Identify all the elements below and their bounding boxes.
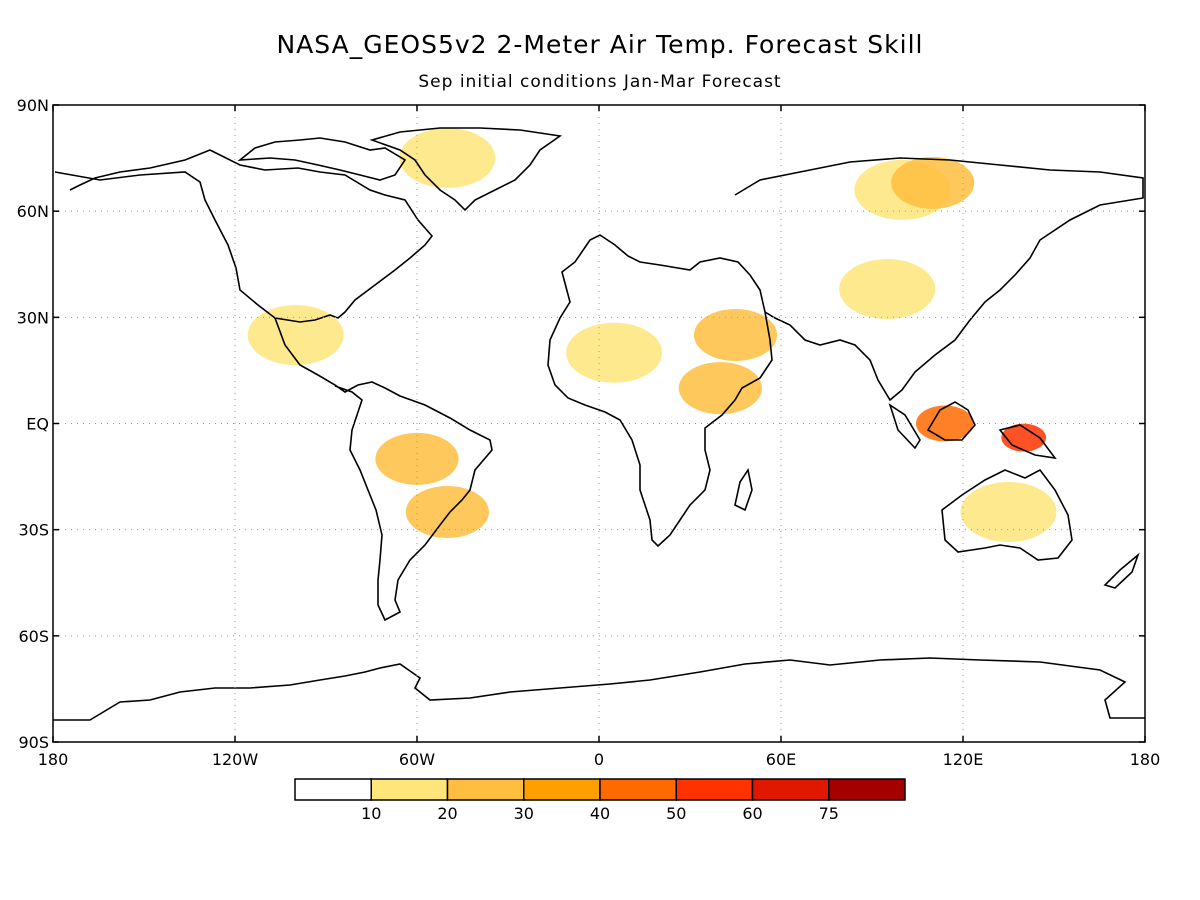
lat-tick-label: EQ [26,415,49,434]
map-title: NASA_GEOS5v2 2-Meter Air Temp. Forecast … [276,30,923,59]
lat-tick-label: 60N [17,202,49,221]
latitude-axis: 90N 60N 30N EQ 30S 60S 90S [17,96,1145,752]
coastline-borneo [926,401,976,441]
colorbar-swatch [599,778,677,801]
skill-region [405,485,489,538]
coastline-arctic-islands [237,137,407,181]
colorbar-label: 75 [819,804,839,823]
skill-region [399,128,496,189]
colorbar-label: 10 [361,804,381,823]
colorbar-swatch [370,778,449,801]
coastline-madagascar [734,467,753,512]
coastline-north-america [54,149,434,323]
coastline-australia [941,468,1073,561]
coastline-sumatra [888,403,921,450]
skill-region [960,481,1057,542]
colorbar-label: 50 [666,804,686,823]
colorbar-label: 20 [437,804,457,823]
colorbar-swatch [675,778,754,801]
colorbar-label: 30 [514,804,534,823]
skill-region [891,156,975,209]
lon-tick-label: 120E [943,750,984,769]
colorbar-swatch [523,778,601,801]
lon-tick-label: 120W [212,750,259,769]
colorbar-swatch [828,778,906,801]
lon-tick-label: 0 [594,750,604,769]
coastline-central-south-america [274,317,493,622]
colorbar-label: 60 [742,804,762,823]
longitude-axis: 180 120W 60W 0 60E 120E 180 [38,105,1161,769]
map-subtitle: Sep initial conditions Jan-Mar Forecast [418,72,781,92]
lon-tick-label: 60W [399,750,435,769]
lat-tick-label: 30N [17,308,49,327]
colorbar-swatch [446,778,525,801]
coastline-antarctica [53,657,1145,721]
coastline-new-guinea [998,424,1057,460]
lon-tick-label: 180 [1130,750,1161,769]
skill-region [839,259,936,320]
lat-tick-label: 30S [18,521,49,540]
coastline-asia [734,157,1144,402]
skill-region [247,305,344,366]
colorbar-swatch [751,778,830,801]
lon-tick-label: 180 [38,750,69,769]
skill-region [375,432,459,485]
colorbar-swatch [294,778,372,801]
colorbar: 10 20 30 40 50 60 75 [294,778,906,823]
colorbar-label: 40 [590,804,610,823]
skill-region [916,405,974,442]
skill-region [566,322,663,383]
lat-tick-label: 90S [18,733,49,752]
skill-shading-layer [247,128,1057,542]
coastline-eurasia-africa [547,234,773,548]
lat-tick-label: 60S [18,627,49,646]
lon-tick-label: 60E [766,750,796,769]
skill-region [693,309,778,362]
coastline-new-zealand [1103,552,1140,589]
coastlines [53,127,1145,721]
graticule [53,105,1145,742]
coastline-greenland [369,127,563,212]
skill-region [678,362,762,415]
lat-tick-label: 90N [17,96,49,115]
